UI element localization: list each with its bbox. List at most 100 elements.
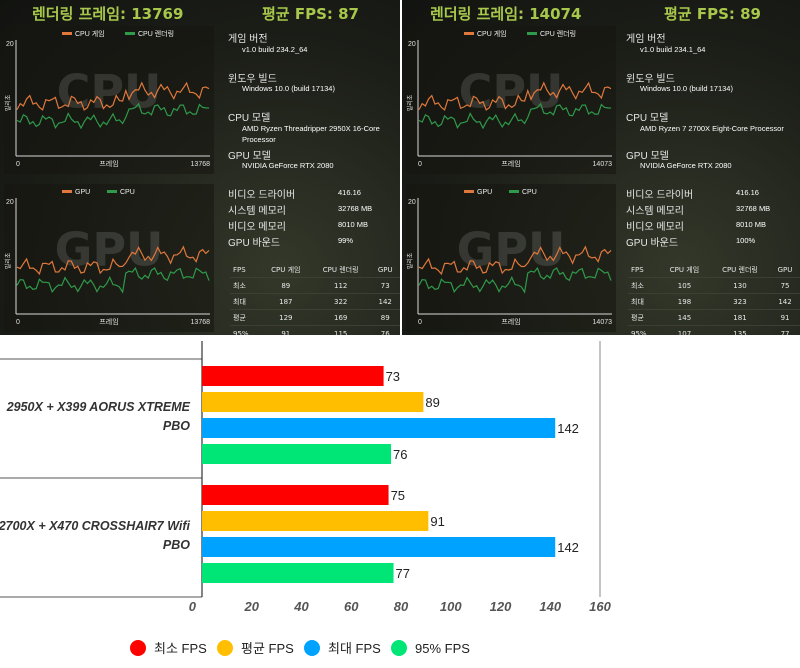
graph-background bbox=[4, 184, 214, 332]
table-row: 최대 187 322 142 bbox=[230, 293, 400, 310]
cpu-model-value: AMD Ryzen Threadripper 2950X 16-Core Pro… bbox=[242, 124, 380, 144]
gpu-bound-value: 100% bbox=[736, 236, 756, 245]
table-row: 95% 91 115 76 bbox=[230, 325, 400, 335]
graph-xlabel: 프레임 bbox=[501, 317, 520, 326]
category-label: 2700X + X470 CROSSHAIR7 Wifi bbox=[0, 519, 191, 533]
system-memory-value: 32768 MB bbox=[736, 204, 771, 213]
frames-rendered-header: 렌더링 프레임: 14074 bbox=[430, 5, 582, 23]
game-version-label: 게임 버전 bbox=[626, 34, 666, 45]
fps-bar-chart: 73 75 89 91 142 142 76 77 2950X + X399 AORUS XTR… bbox=[0, 335, 800, 663]
graph-xmax-label: 14073 bbox=[593, 161, 613, 168]
bar-value-label: 142 bbox=[557, 540, 579, 555]
table-cell: 최소 bbox=[230, 277, 261, 294]
bar-value-label: 142 bbox=[557, 421, 579, 436]
graph-series-orange bbox=[418, 245, 612, 276]
table-cell: 187 bbox=[260, 293, 311, 310]
video-memory-label: 비디오 메모리 bbox=[626, 222, 684, 233]
graph-xmax-label: 13768 bbox=[191, 319, 211, 326]
table-cell: 95% bbox=[230, 325, 261, 335]
cpu-model-label: CPU 모델 bbox=[228, 113, 271, 124]
cpu-model-label: CPU 모델 bbox=[626, 113, 669, 124]
graph-ylabel: 밀리초 bbox=[4, 252, 12, 269]
legend-item: 최대 FPS bbox=[304, 640, 381, 656]
table-row: 최소 105 130 75 bbox=[628, 277, 800, 294]
cpu-frametime-graph: CPU 20 밀리초 0 프레임 14073 CPU 게임 CPU 렌더링 bbox=[406, 26, 616, 174]
legend-item: 최소 FPS bbox=[130, 640, 207, 656]
graph-ylabel: 밀리초 bbox=[406, 252, 414, 269]
table-header-cell: CPU 렌더링 bbox=[310, 262, 371, 278]
legend-label: CPU 게임 bbox=[75, 29, 105, 38]
category-label: PBO bbox=[163, 419, 190, 433]
table-row: 최소 89 112 73 bbox=[230, 277, 400, 294]
graph-series-orange bbox=[16, 81, 210, 111]
bar-value-label: 91 bbox=[430, 514, 444, 529]
table-cell: 130 bbox=[709, 277, 771, 294]
bar-value-label: 73 bbox=[386, 369, 400, 384]
legend-label: GPU bbox=[477, 189, 492, 196]
system-memory-label: 시스템 메모리 bbox=[626, 206, 684, 217]
graph-legend: GPU CPU bbox=[464, 189, 537, 196]
table-row: 평균 145 181 91 bbox=[628, 309, 800, 326]
legend-swatch bbox=[62, 190, 72, 193]
x-tick-label: 120 bbox=[490, 599, 512, 614]
graph-watermark: CPU bbox=[57, 64, 162, 118]
legend-label: CPU bbox=[120, 189, 135, 196]
x-tick-label: 40 bbox=[293, 599, 309, 614]
legend-marker bbox=[130, 640, 146, 656]
windows-build-value: Windows 10.0 (build 17134) bbox=[640, 84, 733, 93]
graph-ymax-label: 20 bbox=[6, 199, 14, 206]
table-cell: 129 bbox=[260, 309, 311, 326]
bar-1-0 bbox=[202, 392, 424, 412]
table-cell: 77 bbox=[770, 325, 800, 335]
gpu-model-value: NVIDIA GeForce RTX 2080 bbox=[242, 161, 334, 170]
x-tick-label: 0 bbox=[189, 599, 197, 614]
table-header-cell: FPS bbox=[230, 262, 261, 278]
average-fps-header: 평균 FPS: 87 bbox=[262, 5, 359, 23]
legend-label: CPU 렌더링 bbox=[540, 29, 576, 38]
table-header-cell: CPU 렌더링 bbox=[709, 262, 771, 278]
table-cell: 89 bbox=[370, 309, 400, 326]
legend-label: CPU bbox=[522, 189, 537, 196]
legend-item: 95% FPS bbox=[391, 640, 470, 656]
game-version-value: v1.0 build 234.1_64 bbox=[640, 45, 706, 54]
graph-xlabel: 프레임 bbox=[501, 159, 520, 168]
bar-2-0 bbox=[202, 418, 556, 438]
x-tick-label: 80 bbox=[394, 599, 409, 614]
windows-build-label: 윈도우 빌드 bbox=[626, 74, 675, 85]
graph-legend: CPU 게임 CPU 렌더링 bbox=[62, 29, 174, 38]
bar-0-0 bbox=[202, 366, 384, 386]
video-memory-value: 8010 MB bbox=[338, 220, 369, 229]
table-cell: 198 bbox=[659, 293, 710, 310]
table-row: 95% 107 135 77 bbox=[628, 325, 800, 335]
graph-ylabel: 밀리초 bbox=[4, 94, 12, 111]
gpu-model-value: NVIDIA GeForce RTX 2080 bbox=[640, 161, 732, 170]
table-header-row: FPS CPU 게임 CPU 렌더링 GPU bbox=[628, 262, 800, 278]
video-driver-label: 비디오 드라이버 bbox=[626, 190, 694, 201]
bar-1-1 bbox=[202, 511, 429, 531]
bar-value-label: 77 bbox=[396, 566, 410, 581]
table-cell: 107 bbox=[659, 325, 710, 335]
category-label: 2950X + X399 AORUS XTREME bbox=[6, 400, 191, 414]
table-cell: 169 bbox=[310, 309, 371, 326]
table-cell: 142 bbox=[370, 293, 400, 310]
benchmark-panel-right: 렌더링 프레임: 14074 평균 FPS: 89 CPU 20 밀리초 0 프레임 1407… bbox=[402, 0, 800, 335]
graph-series-green bbox=[418, 102, 612, 130]
x-tick-label: 140 bbox=[539, 599, 561, 614]
legend-swatch bbox=[509, 190, 519, 193]
bar-value-label: 89 bbox=[425, 395, 439, 410]
graph-series-orange bbox=[16, 245, 210, 276]
legend-label: 최소 FPS bbox=[154, 641, 207, 656]
bar-value-label: 75 bbox=[391, 488, 405, 503]
table-cell: 181 bbox=[709, 309, 771, 326]
graph-watermark: GPU bbox=[457, 222, 566, 276]
legend-marker bbox=[304, 640, 320, 656]
x-tick-label: 100 bbox=[440, 599, 462, 614]
table-header-row: FPS CPU 게임 CPU 렌더링 GPU bbox=[230, 262, 400, 278]
bar-2-1 bbox=[202, 537, 556, 557]
graph-legend: CPU 게임 CPU 렌더링 bbox=[464, 29, 576, 38]
table-row: 최대 198 323 142 bbox=[628, 293, 800, 310]
table-header-cell: CPU 게임 bbox=[659, 262, 710, 278]
legend-swatch bbox=[464, 32, 474, 35]
table-cell: 평균 bbox=[230, 309, 261, 326]
table-row: 평균 129 169 89 bbox=[230, 309, 400, 326]
